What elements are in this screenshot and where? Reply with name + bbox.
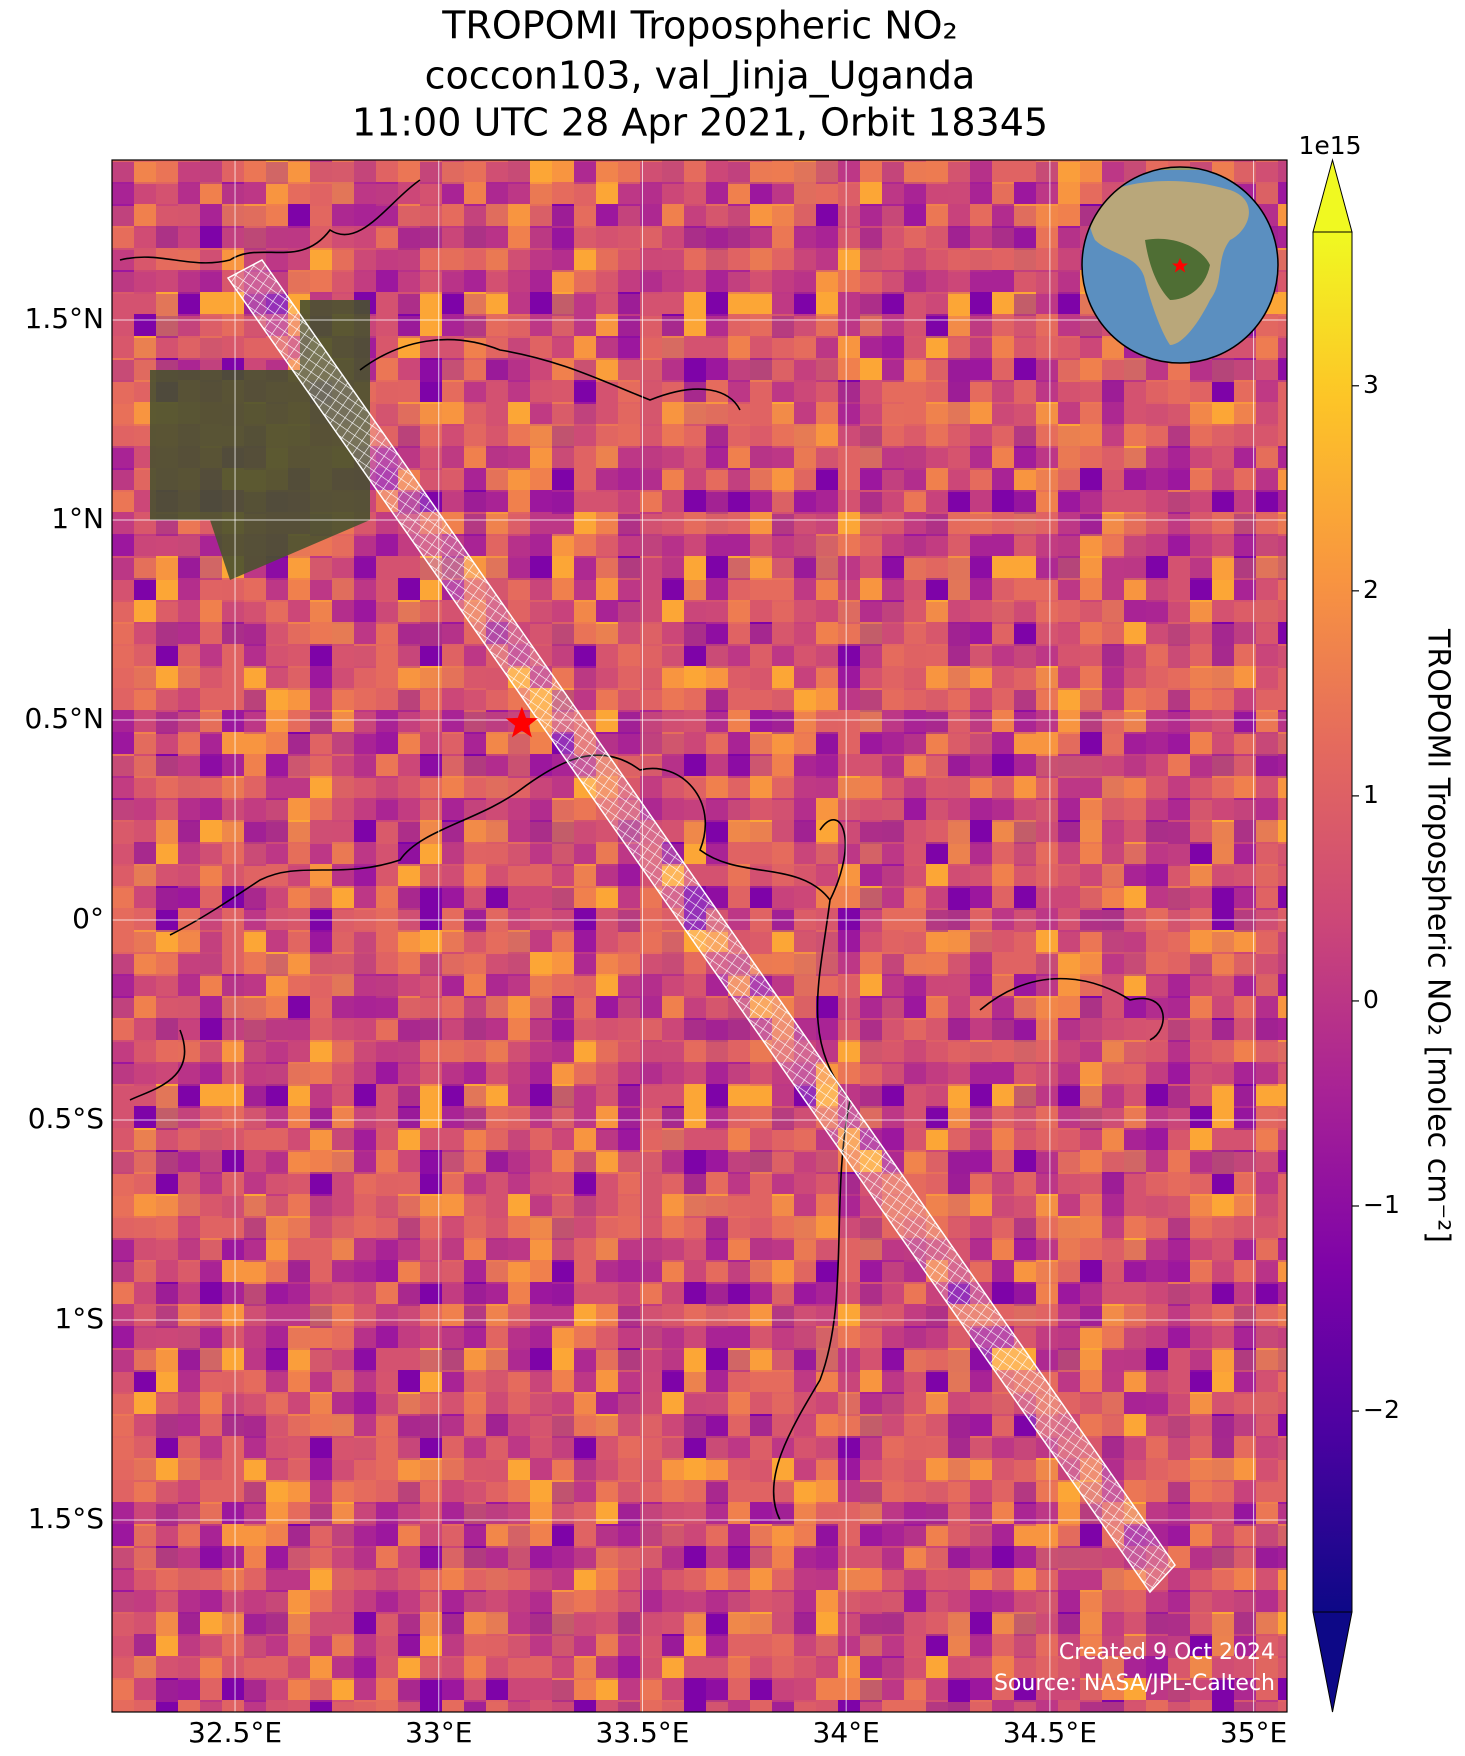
y-tick-label: 1°N xyxy=(51,502,104,535)
colorbar-label: TROPOMI Tropospheric NO₂ [molec cm⁻²] xyxy=(1421,628,1456,1243)
title-line: TROPOMI Tropospheric NO₂ xyxy=(441,4,958,48)
colorbar: 1e15 TROPOMI Tropospheric NO₂ [molec cm⁻… xyxy=(1298,131,1456,1713)
globe-inset xyxy=(1081,166,1279,364)
colorbar-tick-label: 2 xyxy=(1363,575,1379,604)
map-area: Created 9 Oct 2024 Source: NASA/JPL-Calt… xyxy=(112,160,1287,1712)
y-tick-label: 1.5°N xyxy=(25,302,104,335)
y-tick-label: 1°S xyxy=(54,1302,104,1335)
y-tick-label: 0.5°S xyxy=(28,1102,104,1135)
y-tick-label: 0.5°N xyxy=(25,702,104,735)
x-tick-label: 34°E xyxy=(813,1716,880,1749)
title-line: coccon103, val_Jinja_Uganda xyxy=(425,54,976,98)
grid xyxy=(112,160,1287,1712)
title: TROPOMI Tropospheric NO₂ coccon103, val_… xyxy=(352,4,1048,145)
colorbar-extend-min xyxy=(1312,1611,1353,1713)
tick-labels: 32.5°E 33°E 33.5°E 34°E 34.5°E 35°E 1.5°N 1°N 0.… xyxy=(25,302,1288,1749)
satellite-swath xyxy=(226,259,1176,1594)
colorbar-tick-label: 1 xyxy=(1363,780,1379,809)
colorbar-tick-label: −1 xyxy=(1363,1190,1400,1219)
x-tick-label: 33.5°E xyxy=(595,1716,689,1749)
y-tick-label: 1.5°S xyxy=(28,1502,104,1535)
colorbar-tick-label: 0 xyxy=(1363,985,1379,1014)
colorbar-offset: 1e15 xyxy=(1298,131,1361,160)
annotation: Source: NASA/JPL-Caltech xyxy=(994,1671,1275,1696)
site-marker xyxy=(505,706,538,738)
x-tick-label: 33°E xyxy=(405,1716,472,1749)
x-tick-label: 32.5°E xyxy=(188,1716,282,1749)
colorbar-extend-max xyxy=(1312,158,1353,233)
globe-outline xyxy=(1081,166,1279,364)
colorbar-tick-label: −2 xyxy=(1363,1395,1400,1424)
x-tick-label: 34.5°E xyxy=(1003,1716,1097,1749)
x-tick-label: 35°E xyxy=(1220,1716,1287,1749)
annotation: Created 9 Oct 2024 xyxy=(1059,1640,1275,1665)
y-tick-label: 0° xyxy=(72,902,104,935)
colorbar-gradient xyxy=(1312,231,1353,1613)
coastline xyxy=(129,754,1164,1521)
globe-site-marker xyxy=(1172,258,1188,273)
map-frame xyxy=(111,159,1288,1713)
title-line: 11:00 UTC 28 Apr 2021, Orbit 18345 xyxy=(352,101,1048,145)
coastline xyxy=(119,179,741,411)
colorbar-tick-label: 3 xyxy=(1363,370,1379,399)
